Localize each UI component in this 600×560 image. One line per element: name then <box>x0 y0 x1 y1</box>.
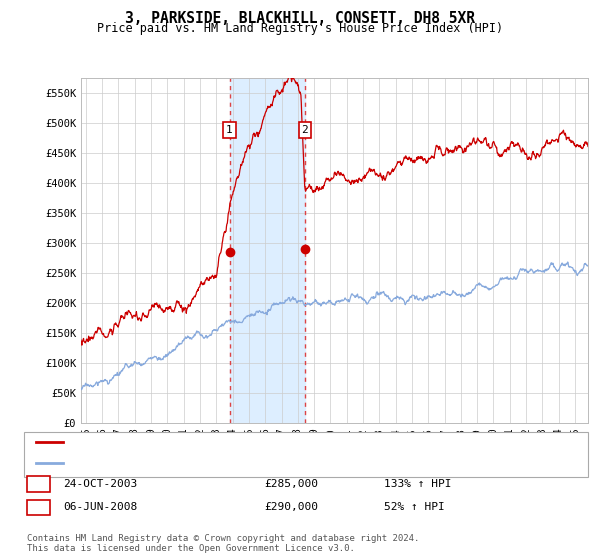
Text: 1: 1 <box>226 125 233 135</box>
Text: 2: 2 <box>35 502 42 512</box>
Text: 3, PARKSIDE, BLACKHILL, CONSETT, DH8 5XR (detached house): 3, PARKSIDE, BLACKHILL, CONSETT, DH8 5XR… <box>69 437 425 447</box>
Text: 06-JUN-2008: 06-JUN-2008 <box>63 502 137 512</box>
Text: 52% ↑ HPI: 52% ↑ HPI <box>384 502 445 512</box>
Text: HPI: Average price, detached house, County Durham: HPI: Average price, detached house, Coun… <box>69 458 375 468</box>
Text: 3, PARKSIDE, BLACKHILL, CONSETT, DH8 5XR: 3, PARKSIDE, BLACKHILL, CONSETT, DH8 5XR <box>125 11 475 26</box>
Text: 133% ↑ HPI: 133% ↑ HPI <box>384 479 452 489</box>
Text: Price paid vs. HM Land Registry's House Price Index (HPI): Price paid vs. HM Land Registry's House … <box>97 22 503 35</box>
Bar <box>230 78 305 423</box>
Text: £290,000: £290,000 <box>264 502 318 512</box>
Text: £285,000: £285,000 <box>264 479 318 489</box>
Text: 1: 1 <box>35 479 42 489</box>
Text: 24-OCT-2003: 24-OCT-2003 <box>63 479 137 489</box>
Text: Contains HM Land Registry data © Crown copyright and database right 2024.
This d: Contains HM Land Registry data © Crown c… <box>27 534 419 553</box>
Text: 2: 2 <box>301 125 308 135</box>
